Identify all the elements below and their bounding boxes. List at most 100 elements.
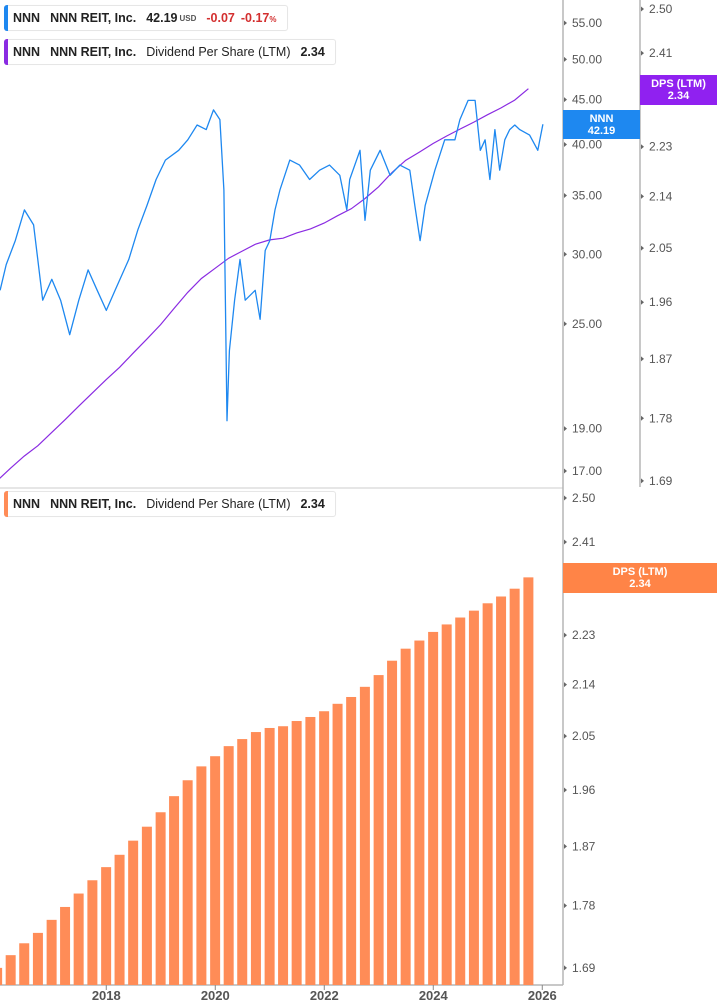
dps-line xyxy=(0,88,529,479)
dps-axis-tick-label: 1.78 xyxy=(649,411,673,425)
dps-bar xyxy=(182,780,193,985)
legend-value: 2.34 xyxy=(300,45,325,59)
dps-bar xyxy=(468,610,479,985)
dps-axis-tick-label: 1.87 xyxy=(649,352,673,366)
tag-value: 2.34 xyxy=(629,578,651,590)
dps-bar xyxy=(400,648,411,985)
bar-axis-tick-label-mark xyxy=(564,843,567,849)
dps-axis-tick-label-mark xyxy=(641,356,644,362)
bar-axis-tick-label: 2.05 xyxy=(572,729,596,743)
dps-axis-tick-label-mark xyxy=(641,50,644,56)
price-axis-tick-label: 25.00 xyxy=(572,317,602,331)
price-axis-tick-label: 35.00 xyxy=(572,188,602,202)
price-axis-tick-label-mark xyxy=(564,20,567,26)
legend-price[interactable]: NNN NNN REIT, Inc. 42.19 USD -0.07 -0.17… xyxy=(4,5,288,31)
dps-bar xyxy=(523,577,534,985)
dps-axis-tick-label-mark xyxy=(641,144,644,150)
dps-bar xyxy=(482,603,493,985)
dps-bar xyxy=(169,796,180,985)
legend-value: 2.34 xyxy=(300,497,325,511)
dps-bar xyxy=(141,826,152,985)
bar-axis-tick-label-mark xyxy=(564,787,567,793)
legend-dps-bottom[interactable]: NNN NNN REIT, Inc. Dividend Per Share (L… xyxy=(4,491,336,517)
legend-ticker: NNN xyxy=(13,497,41,511)
dps-axis-tick-label: 2.14 xyxy=(649,189,673,203)
dps-axis-tick-label-mark xyxy=(641,245,644,251)
dps-bar xyxy=(387,660,398,985)
tag-label: DPS (LTM) xyxy=(651,78,706,90)
price-axis-tick-label-mark xyxy=(564,142,567,148)
price-series-color-swatch xyxy=(4,5,8,31)
dps-bar xyxy=(32,932,43,985)
bar-series-color-swatch xyxy=(4,491,8,517)
tag-label: NNN xyxy=(589,112,614,125)
tag-label: DPS (LTM) xyxy=(612,566,668,578)
price-axis-tick-label: 40.00 xyxy=(572,138,602,152)
bar-axis-tick-label: 1.96 xyxy=(572,783,596,797)
dps-bar xyxy=(237,739,248,985)
dps-axis-tick-label: 1.96 xyxy=(649,295,673,309)
bar-axis-tick-label: 2.23 xyxy=(572,628,596,642)
dps-bar xyxy=(155,812,166,985)
x-axis-tick-label: 2018 xyxy=(92,988,121,1003)
dps-axis-tick-label: 2.05 xyxy=(649,241,673,255)
dps-bar xyxy=(223,746,234,985)
dps-bar xyxy=(60,906,71,985)
price-axis-tick-label: 50.00 xyxy=(572,52,602,66)
legend-metric: Dividend Per Share (LTM) xyxy=(146,497,291,511)
dps-bar xyxy=(5,955,16,985)
dps-bar xyxy=(101,867,112,985)
dps-line-color-swatch xyxy=(4,39,8,65)
dps-axis-tick-label: 2.23 xyxy=(649,140,673,154)
dps-bar xyxy=(346,696,357,985)
bar-axis-tick-label: 1.69 xyxy=(572,961,596,975)
tag-value: 42.19 xyxy=(587,124,616,137)
price-axis-tick-label-mark xyxy=(564,251,567,257)
dps-bar xyxy=(332,703,343,985)
dps-bar xyxy=(509,588,520,985)
price-axis-tick-label-mark xyxy=(564,321,567,327)
bar-axis-tick-label: 1.78 xyxy=(572,899,596,913)
price-axis-tick-label-mark xyxy=(564,426,567,432)
dps-bar xyxy=(278,726,289,985)
legend-pct-sign: % xyxy=(269,15,277,24)
dps-bar xyxy=(305,716,316,985)
x-axis-tick-label: 2022 xyxy=(310,988,339,1003)
bar-axis-tick-label-mark xyxy=(564,682,567,688)
dps-bar xyxy=(128,840,139,985)
bar-axis-tick-label: 2.41 xyxy=(572,535,596,549)
legend-metric: Dividend Per Share (LTM) xyxy=(146,45,291,59)
dps-bar xyxy=(0,967,3,985)
dps-bar xyxy=(455,617,466,985)
dps-bar xyxy=(496,596,507,985)
bar-axis-tick-label: 1.87 xyxy=(572,839,596,853)
bar-axis-tick-label: 2.14 xyxy=(572,678,596,692)
price-axis-tick-label: 17.00 xyxy=(572,464,602,478)
price-axis-tick-label: 30.00 xyxy=(572,247,602,261)
bar-axis-tick-label-mark xyxy=(564,632,567,638)
dps-bar xyxy=(291,721,302,985)
legend-company: NNN REIT, Inc. xyxy=(50,497,137,511)
dps-axis-tick-label: 1.69 xyxy=(649,474,673,488)
dps-bar xyxy=(319,711,330,985)
dps-bar xyxy=(73,893,84,985)
x-axis-tick-label: 2020 xyxy=(201,988,230,1003)
price-panel-lines xyxy=(0,88,544,479)
price-axis-tick-label-mark xyxy=(564,97,567,103)
price-axis-tick-label-mark xyxy=(564,56,567,62)
price-line xyxy=(0,99,544,422)
dps-bar xyxy=(19,943,30,985)
price-axis-tick-label: 19.00 xyxy=(572,422,602,436)
legend-ticker: NNN xyxy=(13,11,41,25)
bar-axis-tick-label-mark xyxy=(564,495,567,501)
dps-bar xyxy=(264,727,275,985)
legend-dps-top[interactable]: NNN NNN REIT, Inc. Dividend Per Share (L… xyxy=(4,39,336,65)
dps-bars xyxy=(0,577,534,985)
bar-axis-tick-label-mark xyxy=(564,539,567,545)
legend-change: -0.07 xyxy=(206,11,235,25)
dps-bar xyxy=(441,624,452,985)
legend-ticker: NNN xyxy=(13,45,41,59)
dps-bar xyxy=(210,756,221,985)
dps-axis-tick-label: 2.50 xyxy=(649,2,673,16)
